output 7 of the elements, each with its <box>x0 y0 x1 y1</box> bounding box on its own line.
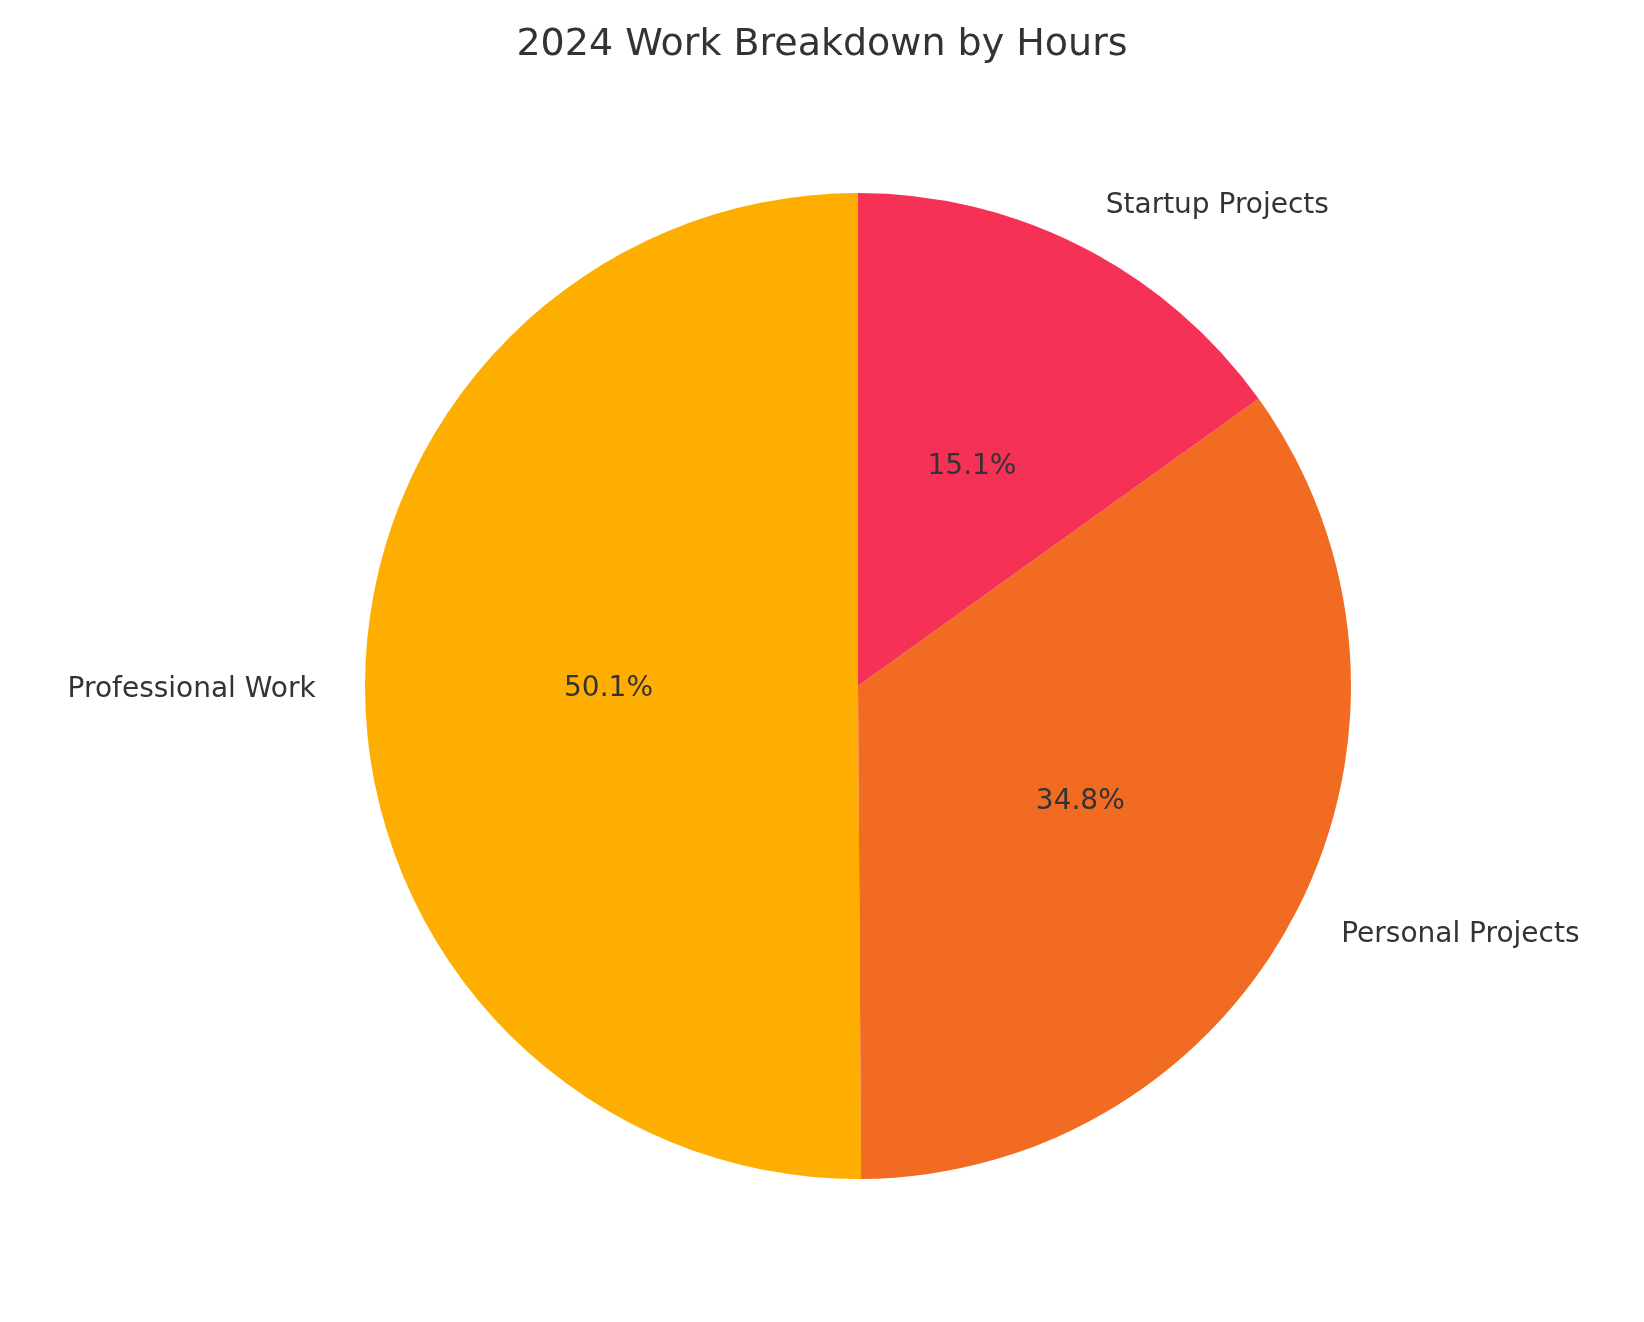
slice-label: Startup Projects <box>1105 187 1329 221</box>
data-label: 15.1% <box>927 447 1017 481</box>
chart-title: 2024 Work Breakdown by Hours <box>516 20 1128 64</box>
slice-label: Professional Work <box>67 671 317 705</box>
slice-label: Personal Projects <box>1341 915 1580 949</box>
data-label: 34.8% <box>1035 782 1125 816</box>
data-label: 50.1% <box>564 670 653 704</box>
